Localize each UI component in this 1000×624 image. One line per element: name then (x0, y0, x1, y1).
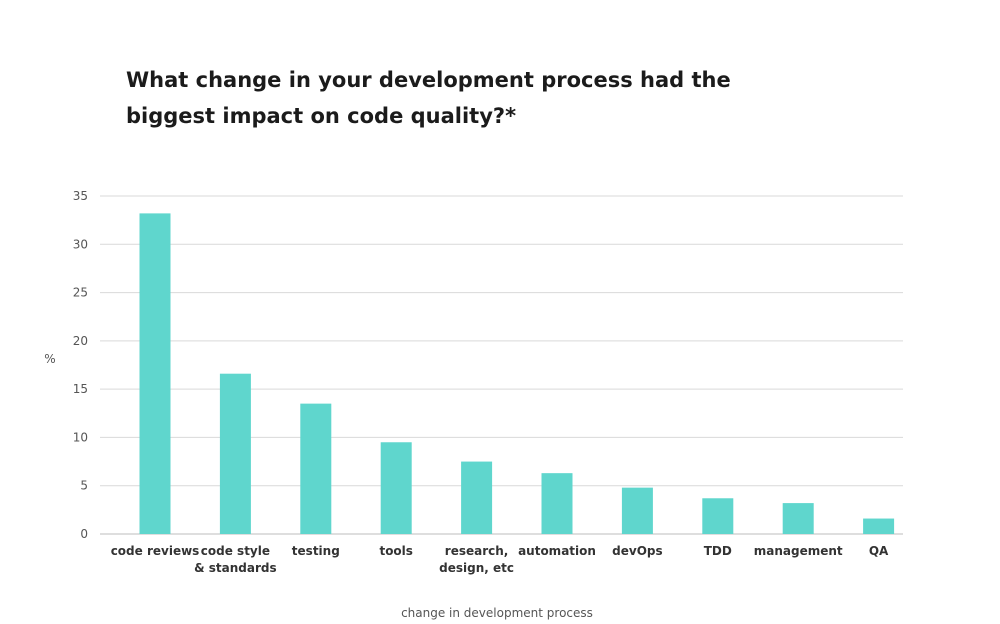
y-tick-label: 5 (80, 479, 88, 493)
bar (702, 498, 734, 534)
y-tick-label: 0 (80, 527, 88, 541)
bar (782, 503, 814, 534)
gridlines (100, 195, 903, 535)
chart-title: What change in your development process … (126, 68, 731, 128)
x-category-label: testing (292, 544, 340, 558)
x-category-label: devOps (612, 544, 662, 558)
x-category-label: TDD (704, 544, 732, 558)
x-category-label: management (754, 544, 843, 558)
y-axis-title: % (44, 352, 55, 366)
bars (139, 213, 895, 534)
y-tick-label: 30 (73, 237, 88, 251)
y-tick-label: 35 (73, 189, 88, 203)
y-tick-label: 25 (73, 286, 88, 300)
bar (863, 518, 895, 534)
bar (380, 442, 412, 534)
bar (139, 213, 171, 534)
bar (219, 373, 251, 534)
bar (461, 461, 493, 534)
y-tick-label: 10 (73, 430, 88, 444)
x-category-label: code reviews (111, 544, 200, 558)
y-tick-label: 20 (73, 334, 88, 348)
y-tick-label: 15 (73, 382, 88, 396)
x-category-label: QA (869, 544, 889, 558)
bar (541, 473, 573, 534)
x-category-label: code style & standards (194, 544, 277, 575)
x-category-label: automation (518, 544, 596, 558)
x-category-label: research, design, etc (439, 544, 514, 575)
bar (621, 487, 653, 534)
x-category-label: tools (379, 544, 412, 558)
x-axis-categories: code reviews code style & standards testing… (111, 544, 889, 575)
x-axis-title: change in development process (401, 606, 593, 620)
bar (300, 403, 332, 534)
y-axis-ticks: 0 5 10 15 20 25 30 35 (73, 189, 88, 541)
